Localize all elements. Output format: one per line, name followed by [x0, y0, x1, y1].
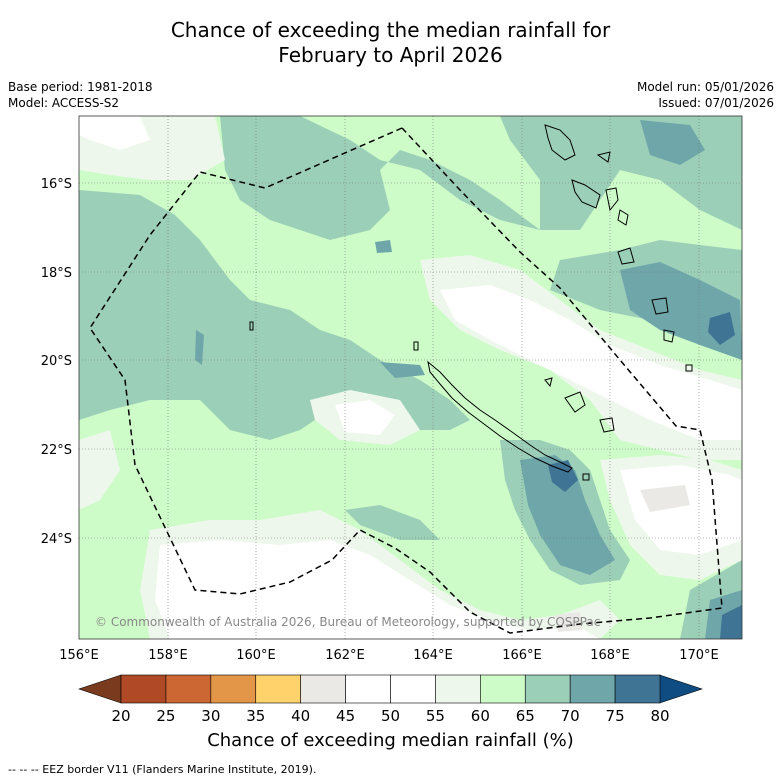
vanuatu-central [605, 187, 635, 265]
vanuatu-north [544, 124, 611, 209]
chesterfield-islands [249, 321, 254, 331]
contour-75-80-c [720, 605, 742, 639]
colorbar-swatch [165, 674, 212, 704]
lat-label: 22°S [41, 443, 72, 458]
colorbar: 20 25 30 35 40 45 50 55 60 65 70 75 80 [78, 674, 703, 725]
contour-75-80-b [708, 312, 735, 345]
lon-label: 156°E [59, 648, 99, 663]
base-period-text: Base period: 1981-2018 [8, 80, 153, 94]
contour-70-75-f [375, 240, 392, 253]
colorbar-tick-label: 40 [291, 707, 310, 725]
eez-footnote: -- -- -- EEZ border V11 (Flanders Marine… [8, 763, 317, 776]
lat-label: 24°S [41, 532, 72, 547]
colorbar-tick-label: 65 [516, 707, 535, 725]
model-run-text: Model run: 05/01/2026 [636, 80, 774, 94]
lon-label: 170°E [679, 648, 719, 663]
colorbar-tick-label: 80 [650, 707, 669, 725]
lon-label: 160°E [236, 648, 276, 663]
map-frame [78, 115, 743, 640]
contour-45-55-mid [335, 400, 395, 435]
colorbar-swatch [614, 674, 661, 704]
colorbar-tick-label: 45 [336, 707, 355, 725]
eez-border [89, 127, 723, 634]
colorbar-swatch [480, 674, 526, 704]
colorbar-tick-label: 70 [561, 707, 580, 725]
colorbar-tick-label: 35 [246, 707, 265, 725]
colorbar-swatch [120, 674, 167, 704]
colorbar-tick-label: 55 [426, 707, 445, 725]
lat-label: 18°S [41, 266, 72, 281]
lon-label: 168°E [590, 648, 630, 663]
new-caledonia-mainland [427, 360, 573, 473]
meta-right: Model run: 05/01/2026 Issued: 07/01/2026 [637, 79, 774, 111]
coastlines [249, 124, 693, 481]
colorbar-swatch [435, 674, 481, 704]
colorbar-over-arrow [659, 674, 703, 704]
issued-text: Issued: 07/01/2026 [658, 96, 774, 110]
vanuatu-south [651, 297, 693, 372]
colorbar-swatch [300, 674, 346, 704]
title-line-1: Chance of exceeding the median rainfall … [170, 18, 611, 42]
colorbar-label: Chance of exceeding median rainfall (%) [207, 730, 574, 751]
lon-label: 166°E [502, 648, 542, 663]
contour-75-80-a [548, 460, 578, 492]
lon-label: 164°E [413, 648, 453, 663]
map-area: © Commonwealth of Australia 2026, Bureau… [79, 116, 742, 639]
copyright-text: © Commonwealth of Australia 2026, Bureau… [95, 615, 600, 629]
colorbar-tick-label: 25 [156, 707, 175, 725]
meta-left: Base period: 1981-2018 Model: ACCESS-S2 [8, 79, 153, 111]
colorbar-tick-label: 60 [471, 707, 490, 725]
colorbar-swatch [210, 674, 257, 704]
title-line-2: February to April 2026 [278, 43, 503, 67]
contour-45-55-nw [79, 116, 150, 150]
contour-70-75-a [520, 455, 615, 575]
contour-40-45-a [640, 485, 690, 512]
contour-55-60-sw [79, 430, 120, 510]
colorbar-swatch [524, 674, 571, 704]
colorbar-swatch [569, 674, 616, 704]
model-text: Model: ACCESS-S2 [8, 96, 120, 110]
chart-title: Chance of exceeding the median rainfall … [0, 18, 781, 68]
small-islet-1 [413, 341, 419, 351]
contour-70-75-c [640, 120, 705, 165]
colorbar-swatch [255, 674, 301, 704]
contour-70-75-d [380, 362, 425, 378]
colorbar-under-arrow [78, 674, 122, 704]
colorbar-swatch [390, 674, 436, 704]
lon-label: 162°E [325, 648, 365, 663]
colorbar-tick-label: 30 [201, 707, 220, 725]
lon-label: 158°E [148, 648, 188, 663]
contour-65-70-west [79, 190, 470, 440]
contour-45-55-south [155, 540, 600, 639]
colorbar-tick-label: 50 [381, 707, 400, 725]
loyalty-islands [544, 377, 615, 433]
colorbar-tick-label: 20 [111, 707, 130, 725]
contour-65-70-north [220, 116, 742, 350]
colorbar-swatch [345, 674, 391, 704]
contour-70-75-g [195, 330, 204, 365]
contour-45-55-se [620, 465, 742, 555]
colorbar-tick-label: 75 [606, 707, 625, 725]
lat-label: 20°S [41, 354, 72, 369]
grid-lines [79, 116, 742, 639]
contour-45-55-east [440, 285, 742, 440]
isle-of-pines [582, 473, 590, 481]
contour-65-70-band [345, 505, 440, 540]
lat-labels: 16°S 18°S 20°S 22°S 24°S [41, 177, 72, 547]
lon-labels: 156°E 158°E 160°E 162°E 164°E 166°E 168°… [59, 648, 719, 663]
lat-label: 16°S [41, 177, 72, 192]
